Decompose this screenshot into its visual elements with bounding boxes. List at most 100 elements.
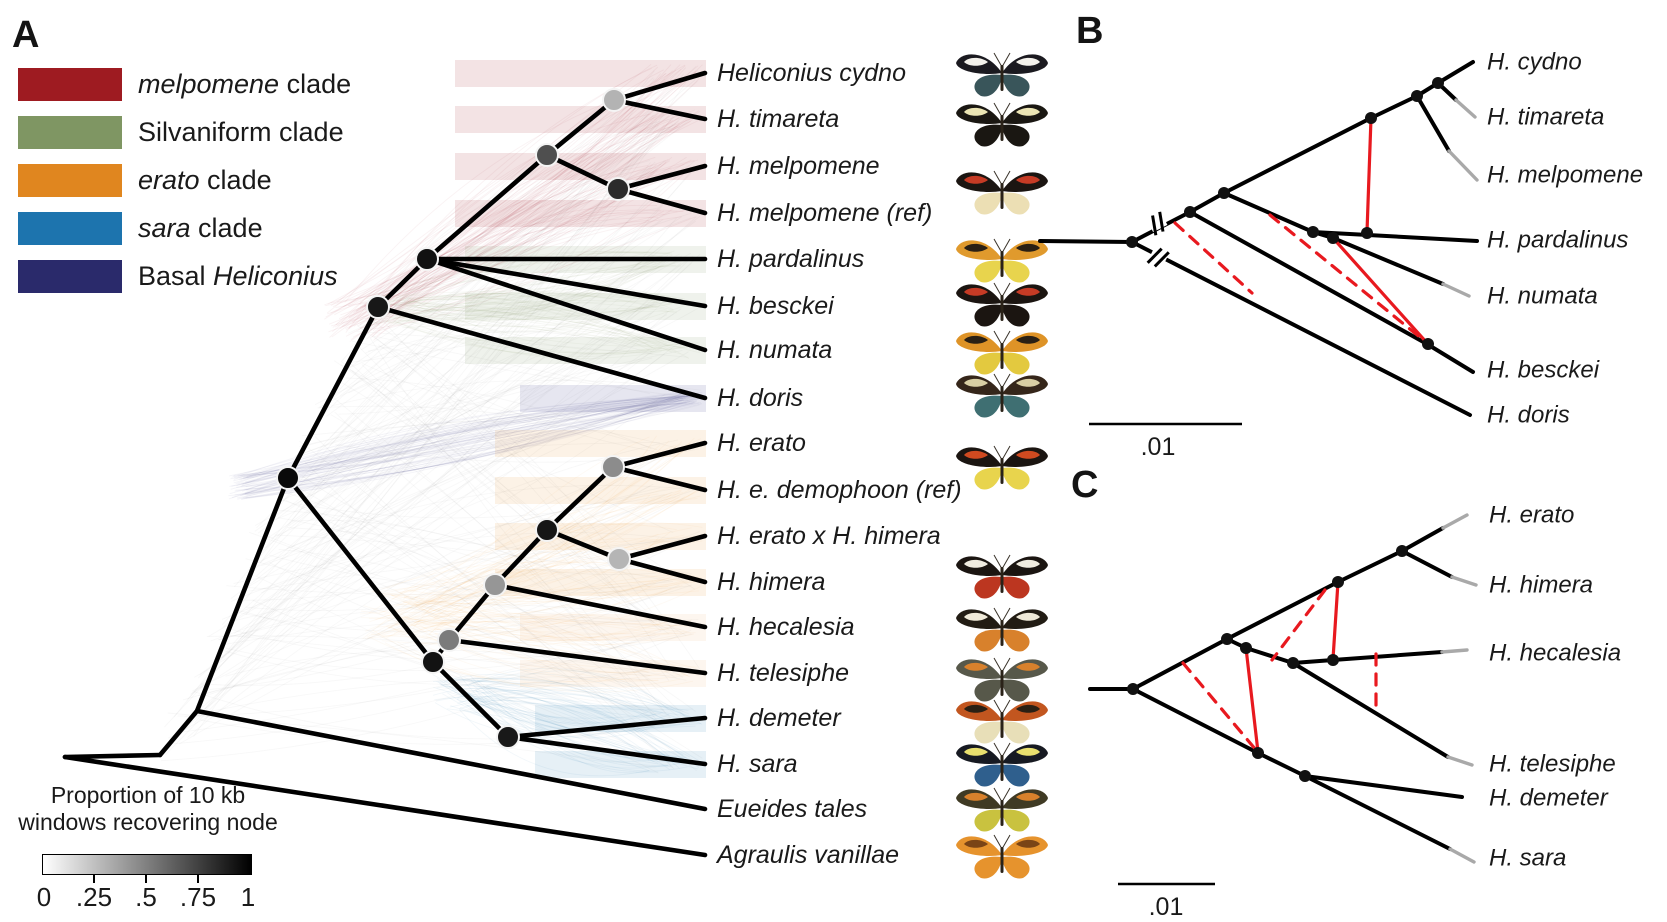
support-node-telesiphe-ancestor [437, 628, 461, 652]
support-node-erato-sara-split [421, 650, 445, 674]
colorbar-tick-50 [145, 875, 147, 883]
panel-b-branch-gray-tip [1454, 98, 1477, 119]
colorbar-label-25: .25 [75, 882, 113, 912]
tip-label-a: H. numata [717, 336, 832, 364]
branch [616, 533, 708, 562]
support-node-silvaniform-melpomene [415, 247, 439, 271]
panel-c-branch-gray-tip [1440, 648, 1469, 654]
panel-b-branch-break [1146, 247, 1170, 268]
panel-c-branch [1131, 637, 1229, 691]
colorbar-title-line2: windows recovering node [18, 809, 278, 835]
butterfly-h-demeter [956, 699, 1048, 744]
branch [62, 752, 163, 760]
branch [424, 256, 708, 353]
tree-c: H. erato H. himera H. hecalesia H. telesiph… [1088, 502, 1621, 872]
panel-c-branch [1291, 658, 1335, 665]
tip-label-a: H. pardalinus [717, 245, 864, 273]
tip-label-a: H. telesiphe [717, 659, 849, 687]
panel-b-branch [1188, 210, 1429, 346]
panel-b-node [1422, 338, 1434, 350]
tip-labels-a: Heliconius cydno H. timareta H. melpomene H… [715, 59, 962, 869]
branch [610, 440, 708, 470]
branch [611, 70, 708, 103]
clade-band [520, 614, 706, 641]
legend-item-sara-clade: sara clade [18, 212, 351, 245]
panel-b-node [1184, 206, 1196, 218]
branch [611, 97, 708, 122]
tip-label-a: Agraulis vanillae [715, 841, 899, 869]
panel-b-branch-gray-tip [1447, 149, 1479, 182]
panel-c-tip-label: H. himera [1489, 572, 1593, 599]
colorbar-title-line1: Proportion of 10 kb [50, 782, 246, 808]
legend-label-melpomene-clade: melpomene clade [138, 69, 352, 99]
legend-swatch-basal-heliconius [18, 260, 122, 293]
panel-c-branch [1400, 526, 1445, 553]
panel-c-branch [1244, 646, 1295, 665]
panel-c-branch-gray-tip [1446, 755, 1474, 767]
panel-c-branch [1225, 580, 1340, 641]
legend-swatch-sara-clade [18, 212, 122, 245]
colorbar-title: Proportion of 10 kb windows recovering n… [0, 782, 298, 836]
panel-b-branch [1222, 191, 1315, 234]
butterfly-h-besckei [956, 282, 1048, 327]
support-node-hecalesia-ancestor [483, 573, 507, 597]
scale-bars: .01 .01 [1089, 422, 1242, 921]
panel-b-branch [1311, 230, 1479, 243]
butterfly-h-sara [956, 742, 1048, 787]
panel-b-branch-break [1148, 211, 1168, 236]
panel-b-letter: B [1076, 10, 1104, 52]
branch [544, 152, 621, 192]
scale-bar-c-label: .01 [1149, 893, 1184, 921]
support-node-hybrid-himera [607, 547, 631, 571]
branch [157, 708, 200, 758]
branch [62, 754, 708, 858]
panel-b-branch [1415, 94, 1451, 153]
colorbar-tick-25 [93, 875, 95, 883]
panel-c-node [1396, 545, 1408, 557]
panel-c-branch [1400, 549, 1454, 579]
panel-b-node [1327, 232, 1339, 244]
panel-b-tip-label: H. doris [1487, 402, 1570, 429]
branch [544, 464, 616, 533]
consensus-tree-a [62, 70, 708, 858]
clade-bands [455, 60, 706, 778]
branch [430, 659, 511, 740]
colorbar-label-50: .5 [135, 882, 157, 912]
panel-b-branch [1369, 94, 1419, 120]
branch [544, 527, 622, 562]
legend-item-basal-heliconius: Basal Heliconius [18, 260, 351, 293]
panel-c-node [1127, 683, 1139, 695]
tip-label-a: H. e. demophoon (ref) [717, 476, 962, 504]
branch [492, 527, 550, 588]
clade-band [455, 60, 706, 87]
panel-b-branch [1038, 239, 1134, 244]
panel-b-tip-label: H. numata [1487, 283, 1598, 310]
panel-b-node [1432, 77, 1444, 89]
tip-label-a: Eueides tales [717, 795, 867, 823]
branch [285, 304, 381, 481]
panel-c-branch [1131, 687, 1260, 755]
panel-c-tip-label: H. erato [1489, 502, 1574, 529]
tip-label-a: H. himera [717, 568, 825, 596]
support-node-melpomene-clade-stem [535, 143, 559, 167]
tip-label-a: H. erato [717, 429, 806, 457]
panel-c-tip-label: H. telesiphe [1489, 751, 1616, 778]
branch [492, 582, 708, 630]
branch [610, 464, 708, 493]
panel-b-introgression-dashed [1173, 221, 1254, 295]
tip-label-a: H. hecalesia [717, 613, 855, 641]
colorbar-label-75: .75 [179, 882, 217, 912]
colorbar-label-100: 1 [240, 882, 256, 912]
panel-c-branch [1331, 650, 1444, 662]
panel-b-node [1126, 236, 1138, 248]
support-node-cydno-timareta [602, 88, 626, 112]
panel-a-letter: A [12, 14, 40, 56]
panel-c-tip-label: H. demeter [1489, 785, 1609, 812]
panel-b-node [1361, 227, 1373, 239]
support-node-erato-group [535, 518, 559, 542]
scale-bar-b-label: .01 [1141, 433, 1176, 461]
panel-c-tip-label: H. hecalesia [1489, 640, 1621, 667]
tip-label-a: H. demeter [717, 704, 842, 732]
